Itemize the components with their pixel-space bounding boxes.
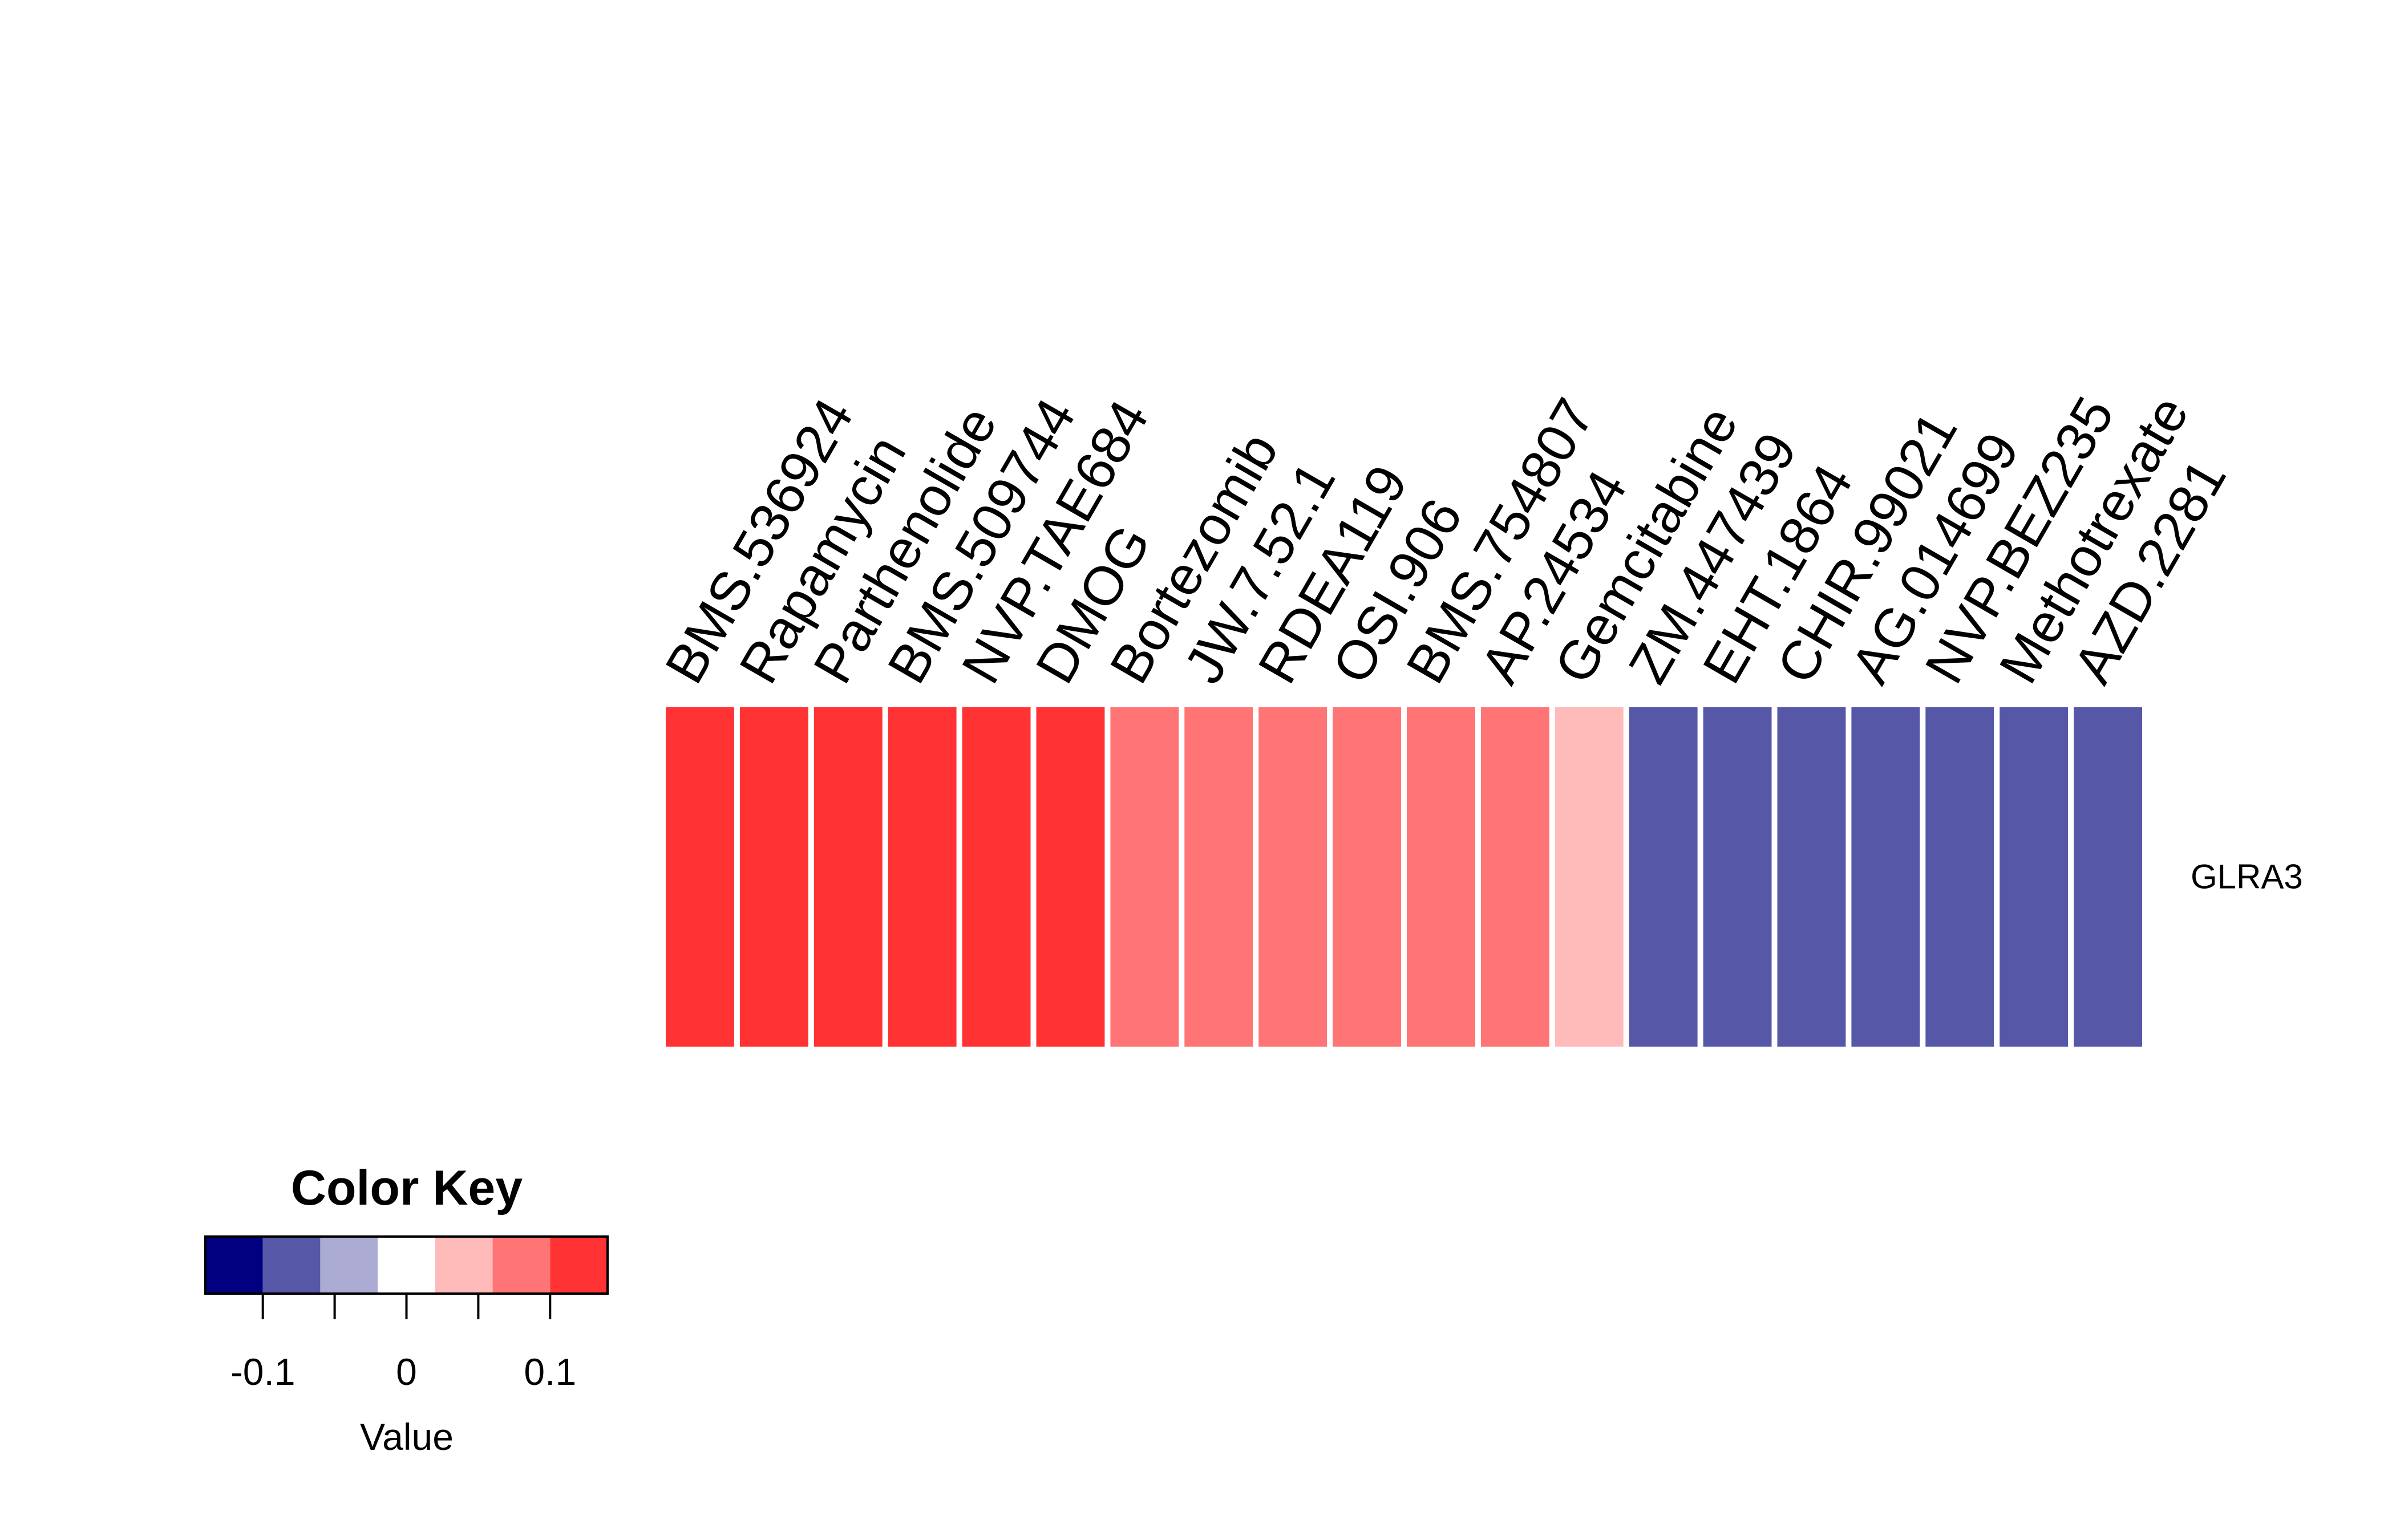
heatmap-cell [1480, 707, 1549, 1047]
color-key-title: Color Key [291, 1161, 523, 1215]
heatmap-cell [1703, 707, 1772, 1047]
heatmap-cell [2074, 707, 2142, 1047]
heatmap-cell [2000, 707, 2069, 1047]
color-key-bin [262, 1237, 321, 1294]
heatmap-cell [1777, 707, 1846, 1047]
color-key-tick-label: -0.1 [230, 1351, 296, 1393]
heatmap-cell [1036, 707, 1105, 1047]
row-label: GLRA3 [2191, 858, 2303, 896]
heatmap-cell [1110, 707, 1179, 1047]
color-key-bins [205, 1237, 608, 1294]
color-key-tick-label: 0 [396, 1351, 417, 1393]
color-key-ticks: -0.1 0 0.1 [230, 1294, 576, 1393]
heatmap-cell [1407, 707, 1475, 1047]
heatmap-cell [1333, 707, 1401, 1047]
color-key-bin [205, 1237, 263, 1294]
heatmap-cell [1925, 707, 1994, 1047]
heatmap-cell [1629, 707, 1698, 1047]
color-key-bin [550, 1237, 608, 1294]
column-labels: BMS.536924RapamycinParthenolideBMS.50974… [654, 386, 2238, 694]
heatmap-cell [1184, 707, 1253, 1047]
heatmap-cell [813, 707, 883, 1047]
heatmap-cell [888, 707, 957, 1047]
color-key-bin [492, 1237, 551, 1294]
color-key-axis-label: Value [360, 1416, 454, 1458]
heatmap-cell [1851, 707, 1920, 1047]
color-key-bin [435, 1237, 493, 1294]
row-labels: GLRA3 [2191, 858, 2303, 896]
heatmap-cell [666, 707, 734, 1047]
heatmap-cell [962, 707, 1031, 1047]
heatmap-cells [666, 707, 2142, 1047]
heatmap-cell [1555, 707, 1624, 1047]
heatmap-cell [1258, 707, 1327, 1047]
color-key-bin [320, 1237, 378, 1294]
color-key-bin [378, 1237, 435, 1294]
heatmap-cell [739, 707, 808, 1047]
color-key: Color Key -0.1 0 0.1 Value [204, 1161, 609, 1458]
color-key-tick-label: 0.1 [524, 1351, 576, 1393]
